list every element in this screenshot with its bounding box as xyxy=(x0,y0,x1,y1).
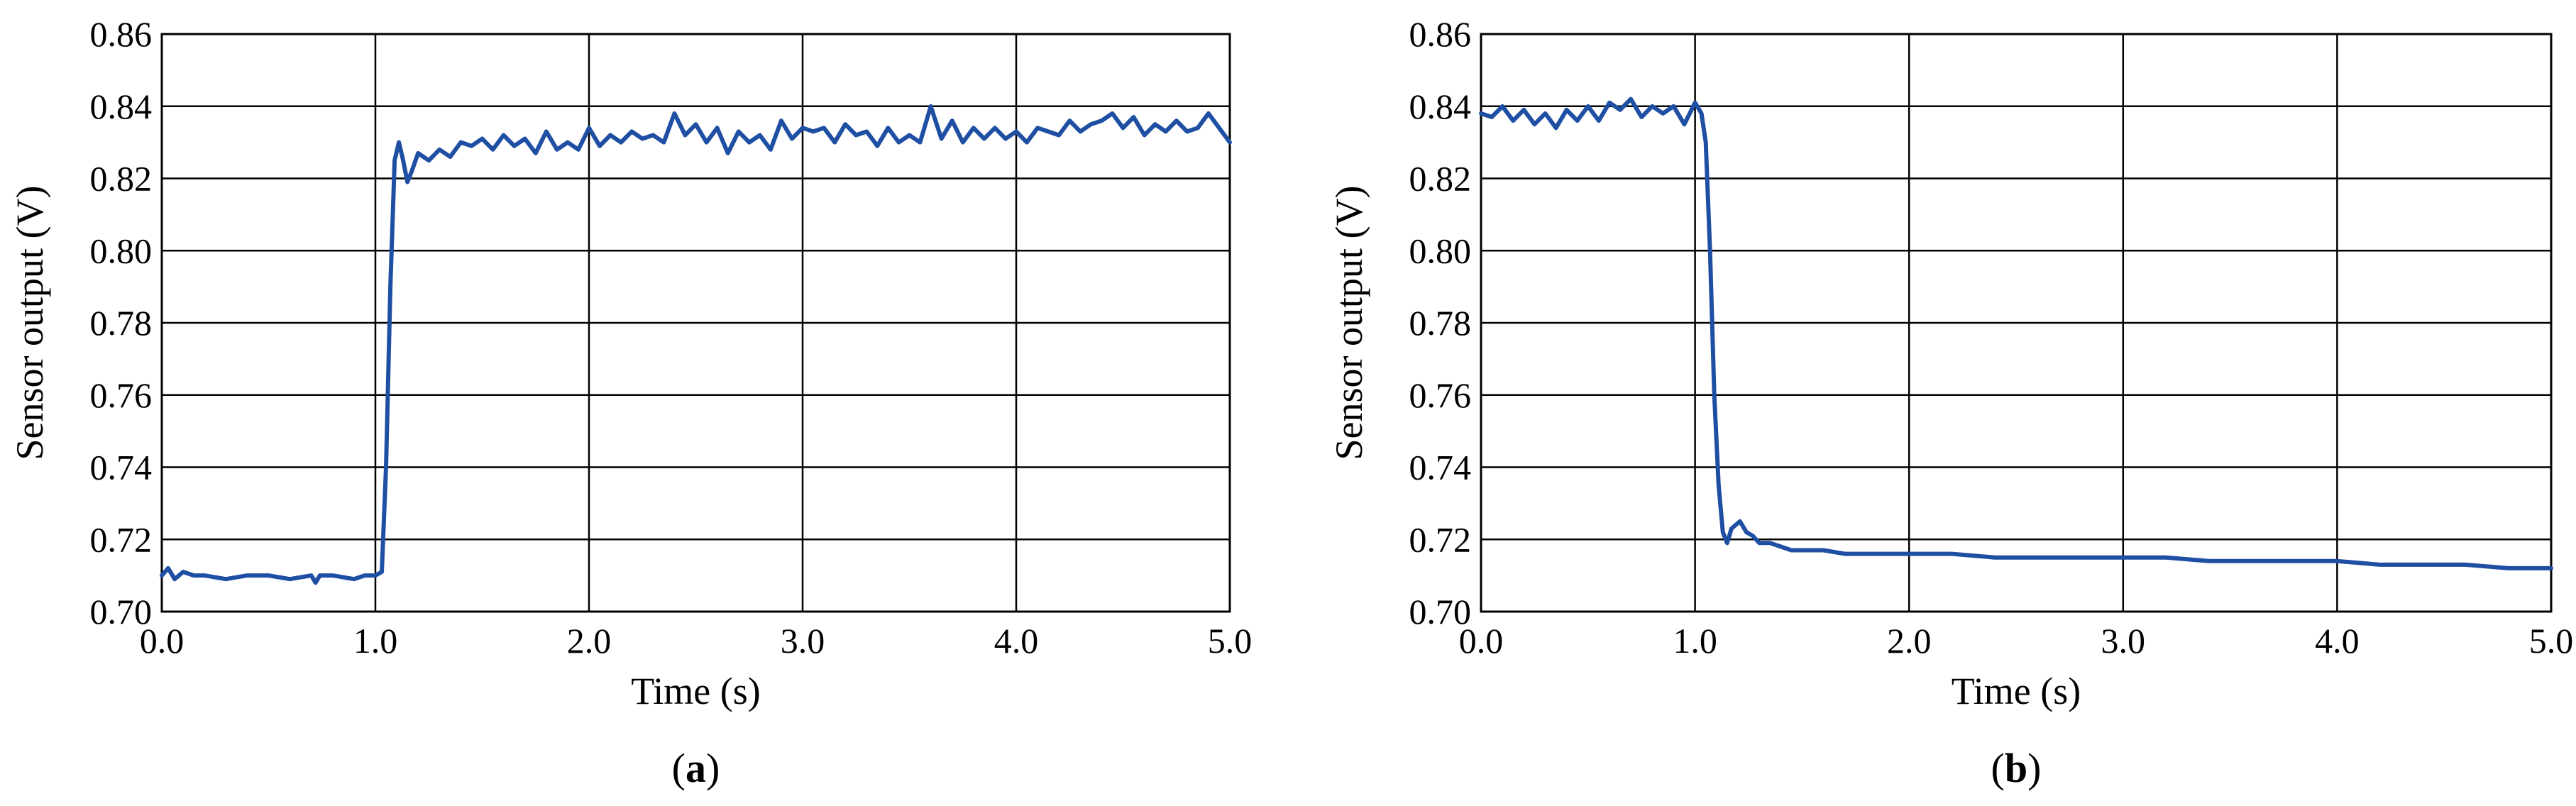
panel-label-paren-close: ) xyxy=(706,745,720,791)
y-tick-label: 0.76 xyxy=(90,375,153,415)
chart-panel-a: 0.0 1.0 2.0 3.0 4.0 5.0 0.70 0.72 0.74 0.76 0.78 0.… xyxy=(9,14,1252,791)
y-tick-label: 0.78 xyxy=(1409,303,1472,343)
plot-frame xyxy=(1480,33,2553,613)
y-tick-label: 0.80 xyxy=(1409,231,1472,270)
x-tick-label: 2.0 xyxy=(1887,621,1932,661)
y-tick-label: 0.72 xyxy=(1409,519,1472,559)
panel-label-paren-close: ) xyxy=(2027,745,2041,791)
x-tick-label: 3.0 xyxy=(781,621,825,661)
series-line xyxy=(160,104,1232,585)
panel-label: (a) xyxy=(672,745,720,791)
panel-label-letter: a xyxy=(686,745,706,791)
x-tick-label: 0.0 xyxy=(1459,621,1504,661)
y-axis-label: Sensor output (V) xyxy=(9,186,51,460)
y-tick-label: 0.76 xyxy=(1409,375,1472,415)
panel-label-paren-open: ( xyxy=(672,745,686,791)
x-tick-label: 4.0 xyxy=(2315,621,2360,661)
y-tick-label: 0.74 xyxy=(1409,448,1472,487)
y-tick-label: 0.70 xyxy=(90,592,153,631)
plot-frame xyxy=(160,33,1231,613)
y-tick-label: 0.86 xyxy=(90,14,153,54)
y-tick-label: 0.72 xyxy=(90,519,153,559)
x-tick-label: 3.0 xyxy=(2101,621,2146,661)
x-axis-label: Time (s) xyxy=(631,670,761,712)
panel-label-letter: b xyxy=(2005,745,2027,791)
panel-label-paren-open: ( xyxy=(1991,745,2005,791)
y-tick-label: 0.82 xyxy=(1409,159,1472,199)
x-tick-label: 0.0 xyxy=(140,621,185,661)
x-tick-label: 5.0 xyxy=(1208,621,1253,661)
y-tick-label: 0.86 xyxy=(1409,14,1472,54)
chart-panel-b: 0.0 1.0 2.0 3.0 4.0 5.0 0.70 0.72 0.74 0.76 0.78 0.… xyxy=(1328,14,2573,791)
y-tick-label: 0.80 xyxy=(90,231,153,270)
x-tick-label: 1.0 xyxy=(1673,621,1717,661)
x-tick-label: 2.0 xyxy=(567,621,612,661)
y-tick-label: 0.74 xyxy=(90,448,153,487)
y-tick-label: 0.78 xyxy=(90,303,153,343)
y-tick-label: 0.84 xyxy=(90,87,153,126)
x-tick-label: 5.0 xyxy=(2529,621,2574,661)
y-tick-label: 0.84 xyxy=(1409,87,1472,126)
x-tick-label: 1.0 xyxy=(353,621,398,661)
y-tick-label: 0.82 xyxy=(90,159,153,199)
x-tick-label: 4.0 xyxy=(994,621,1039,661)
series-line xyxy=(1479,96,2553,570)
panel-label: (b) xyxy=(1991,745,2042,791)
y-axis-label: Sensor output (V) xyxy=(1328,186,1370,460)
x-axis-label: Time (s) xyxy=(1952,670,2081,712)
y-tick-label: 0.70 xyxy=(1409,592,1472,631)
